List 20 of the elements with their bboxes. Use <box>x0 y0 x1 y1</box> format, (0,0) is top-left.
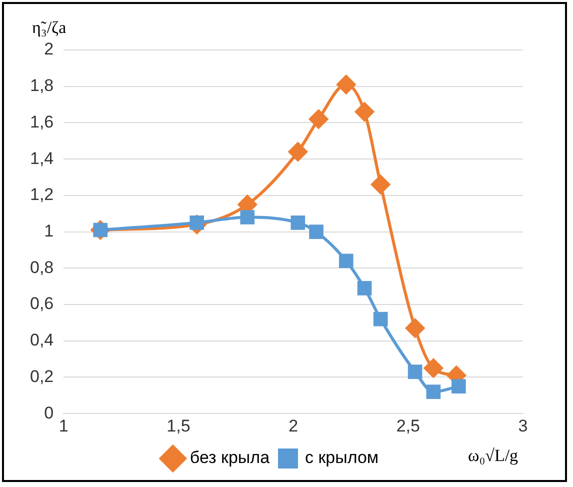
y-tick-label: 2 <box>44 40 54 59</box>
y-tick-label: 0,2 <box>30 366 54 386</box>
x-tick-label: 1 <box>58 416 68 436</box>
y-tick-label: 1 <box>44 221 54 240</box>
y-tick-label: 1,2 <box>30 185 54 204</box>
legend-label: с крылом <box>305 448 379 468</box>
x-tick-label: 3 <box>518 416 528 436</box>
legend-label: без крыла <box>190 448 270 468</box>
y-tick-label: 1,8 <box>30 76 54 96</box>
y-axis-title: η̃₃/ζa <box>32 18 66 38</box>
y-tick-label: 0 <box>44 403 54 422</box>
y-tick-label: 1,4 <box>30 148 54 168</box>
y-tick-label: 0,8 <box>30 258 54 277</box>
y-tick-label: 0,4 <box>30 330 54 350</box>
x-tick-label: 2,5 <box>396 416 420 436</box>
y-tick-label: 0,6 <box>30 294 54 314</box>
x-tick-label: 2 <box>288 416 298 436</box>
y-tick-label: 1,6 <box>30 112 54 132</box>
x-tick-label: 1,5 <box>166 416 190 436</box>
x-axis-title: ω₀√L/g <box>468 446 518 466</box>
